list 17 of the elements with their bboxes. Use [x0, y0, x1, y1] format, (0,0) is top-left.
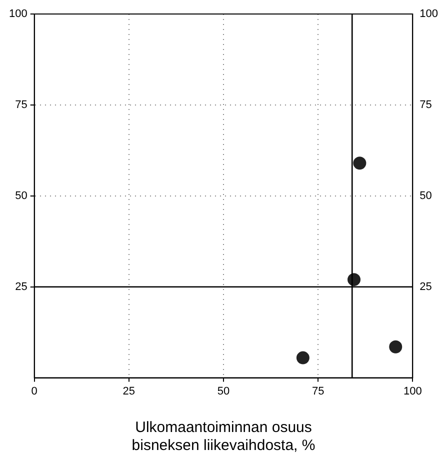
x-tick-label: 0	[31, 385, 38, 398]
y-tick-label: 50	[15, 190, 28, 202]
y2-tick-label: 100	[420, 8, 438, 20]
x-tick-label: 100	[403, 385, 422, 398]
x-tick-label: 50	[217, 385, 230, 398]
x-tick-label: 75	[312, 385, 324, 398]
y2-tick-label: 50	[420, 190, 432, 202]
point	[353, 156, 366, 170]
y-tick-label: 25	[15, 280, 28, 293]
point	[389, 340, 402, 354]
y-tick-label: 100	[8, 8, 28, 20]
y2-tick-label: 75	[420, 98, 432, 111]
point	[296, 351, 310, 364]
y2-tick-label: 25	[420, 280, 432, 293]
x-axis-title: Ulkomaantoiminnan osuus bisneksen liikevaihdosta, %	[132, 419, 316, 454]
x-tick-label: 25	[122, 385, 136, 398]
y-tick-label: 75	[15, 98, 28, 111]
